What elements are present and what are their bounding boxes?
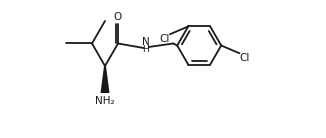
Text: N: N: [142, 37, 150, 47]
Polygon shape: [100, 66, 110, 93]
Text: Cl: Cl: [239, 53, 250, 63]
Text: H: H: [142, 46, 149, 55]
Text: Cl: Cl: [160, 34, 170, 44]
Text: NH₂: NH₂: [95, 96, 115, 106]
Text: O: O: [114, 12, 122, 22]
